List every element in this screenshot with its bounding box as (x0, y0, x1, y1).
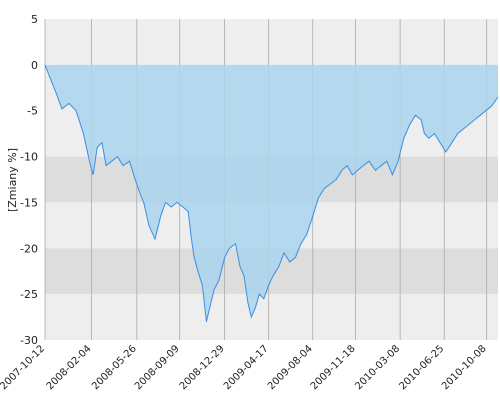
x-tick-label: 2010-03-08 (353, 343, 402, 392)
y-tick-label: -30 (20, 334, 38, 347)
x-tick-label: 2009-08-04 (266, 343, 315, 392)
series-area (45, 64, 498, 322)
y-tick-label: -25 (20, 288, 38, 301)
series-line (44, 64, 499, 322)
x-tick-label: 2008-09-09 (133, 343, 182, 392)
y-tick-label: -20 (20, 242, 38, 255)
x-tick-label: 2009-04-17 (222, 343, 271, 392)
chart-band (45, 294, 498, 340)
y-tick-label: -15 (20, 196, 38, 209)
x-tick-label: 2009-11-18 (309, 343, 358, 392)
y-tick-label: 5 (31, 13, 38, 26)
chart-series (44, 64, 499, 322)
y-axis-title: [Zmiany %] (6, 148, 19, 212)
x-tick-label: 2008-12-29 (178, 343, 227, 392)
x-tick-label: 2008-05-26 (90, 343, 139, 392)
chart-band (45, 19, 498, 65)
y-tick-label: -10 (20, 151, 38, 164)
x-tick-label: 2008-02-04 (45, 343, 94, 392)
x-tick-label: 2010-10-08 (440, 343, 489, 392)
y-axis-ticks: 5 0 -5 -10 -15 -20 -25 -30 (20, 13, 38, 347)
x-tick-label: 2007-10-12 (0, 343, 47, 392)
x-axis-ticks: 2007-10-122008-02-042008-05-262008-09-09… (0, 343, 489, 392)
y-tick-label: 0 (31, 59, 38, 72)
y-tick-label: -5 (27, 105, 38, 118)
